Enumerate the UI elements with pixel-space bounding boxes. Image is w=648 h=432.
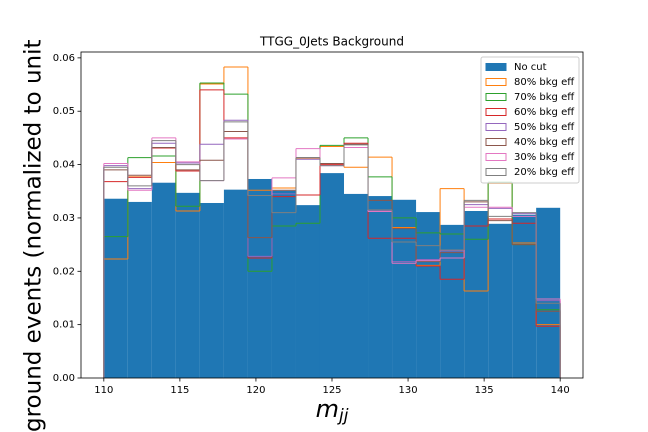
x-tick-label: 115 — [170, 385, 189, 396]
x-tick-label: 140 — [551, 385, 570, 396]
legend-swatch — [485, 93, 507, 101]
y-tick-label: 0.04 — [53, 160, 75, 171]
legend-swatch — [485, 153, 507, 161]
legend-swatch — [485, 78, 507, 86]
x-tick-label: 110 — [94, 385, 113, 396]
bar — [271, 190, 296, 378]
bar — [127, 201, 152, 378]
x-axis-label: mjj — [316, 395, 349, 426]
legend-swatch — [485, 63, 507, 71]
bar — [440, 224, 465, 378]
bar — [344, 193, 369, 378]
x-axis-label-sub: jj — [337, 406, 349, 426]
bar — [512, 214, 537, 378]
x-tick-label: 135 — [475, 385, 494, 396]
y-axis-label: ground events (normalized to unit — [21, 39, 47, 432]
x-axis-label-main: m — [316, 395, 339, 423]
bar — [199, 202, 224, 378]
bar — [175, 192, 200, 378]
y-tick-label: 0.00 — [53, 373, 75, 384]
bar — [247, 178, 272, 378]
legend-swatch — [485, 168, 507, 176]
bar — [464, 210, 489, 378]
x-tick-label: 125 — [322, 385, 341, 396]
y-tick-label: 0.03 — [53, 213, 75, 224]
bar — [536, 207, 561, 378]
bar — [319, 173, 345, 378]
x-tick-label: 130 — [399, 385, 418, 396]
legend-label: 60% bkg eff — [514, 107, 575, 118]
y-tick-label: 0.01 — [53, 320, 75, 331]
y-tick-label: 0.02 — [53, 266, 75, 277]
legend-swatch — [485, 123, 507, 131]
bar — [392, 199, 417, 378]
legend-label: 20% bkg eff — [514, 167, 575, 178]
legend-swatch — [485, 108, 507, 116]
bar — [416, 212, 441, 378]
legend-label: 30% bkg eff — [514, 152, 575, 163]
legend-swatch — [485, 138, 507, 146]
bar — [151, 182, 176, 378]
legend-label: 50% bkg eff — [514, 122, 575, 133]
bar — [488, 223, 513, 378]
y-tick-label: 0.05 — [53, 106, 75, 117]
x-tick-label: 120 — [246, 385, 265, 396]
bar — [103, 198, 128, 378]
y-tick-label: 0.06 — [53, 53, 75, 64]
legend-label: No cut — [514, 62, 547, 73]
legend-label: 80% bkg eff — [514, 77, 575, 88]
bar — [368, 196, 393, 378]
legend-label: 40% bkg eff — [514, 137, 575, 148]
legend-label: 70% bkg eff — [514, 92, 575, 103]
chart-title: TTGG_0Jets Background — [259, 35, 404, 49]
bar — [223, 189, 248, 378]
legend-box — [480, 56, 580, 184]
bar — [295, 205, 320, 378]
